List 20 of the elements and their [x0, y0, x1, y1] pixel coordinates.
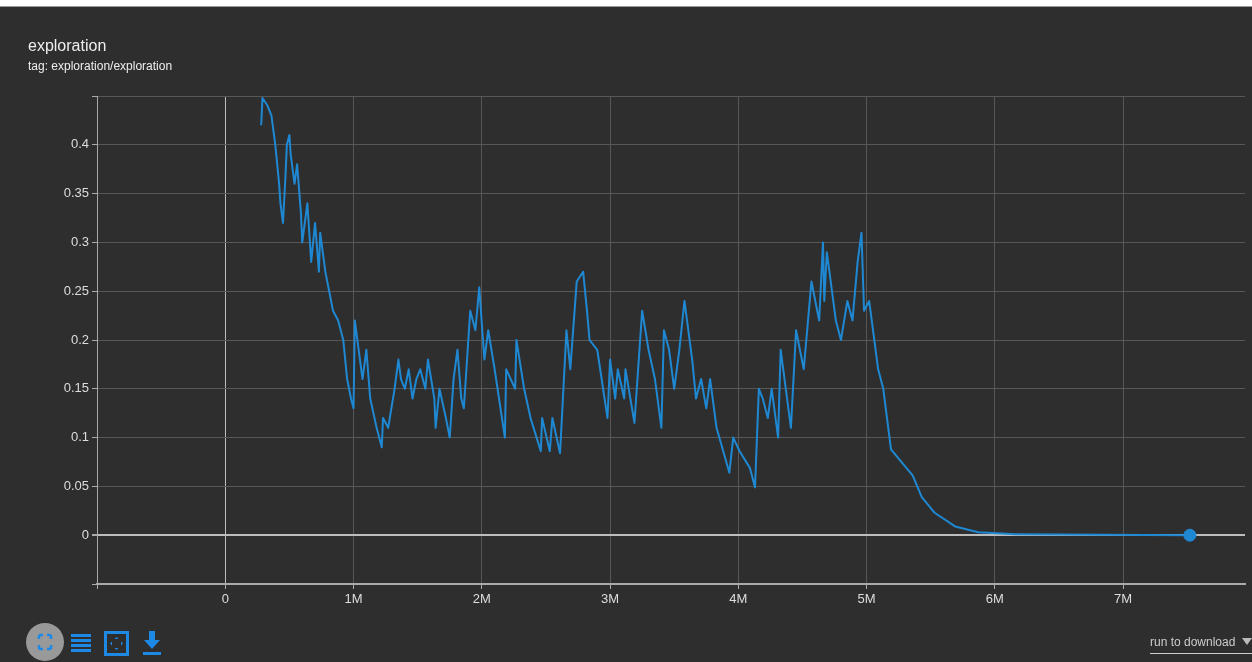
x-tick-label: 7M	[1114, 591, 1133, 607]
y-tick-label: 0.15	[63, 380, 89, 396]
y-tick-label: 0.25	[63, 282, 89, 298]
x-tick-label: 3M	[601, 591, 620, 607]
x-tick-label: 4M	[729, 591, 748, 607]
y-tick-label: 0.35	[63, 185, 89, 201]
chart-subtitle: tag: exploration/exploration	[28, 59, 173, 73]
x-tick-label: 6M	[985, 591, 1004, 607]
y-tick-label: 0.3	[70, 233, 89, 249]
x-tick-label: 2M	[472, 591, 491, 607]
y-tick-label: 0.05	[63, 477, 89, 493]
y-tick-label: 0.1	[70, 429, 89, 445]
y-tick-label: 0.4	[70, 136, 89, 152]
x-tick-label: 0	[221, 591, 229, 607]
y-tick-label: 0	[81, 526, 89, 542]
x-tick-label: 1M	[344, 591, 363, 607]
y-tick-label: 0.2	[70, 331, 89, 347]
x-tick-label: 5M	[857, 591, 876, 607]
text: run to download	[1150, 635, 1252, 654]
chart-title: exploration	[28, 37, 107, 55]
